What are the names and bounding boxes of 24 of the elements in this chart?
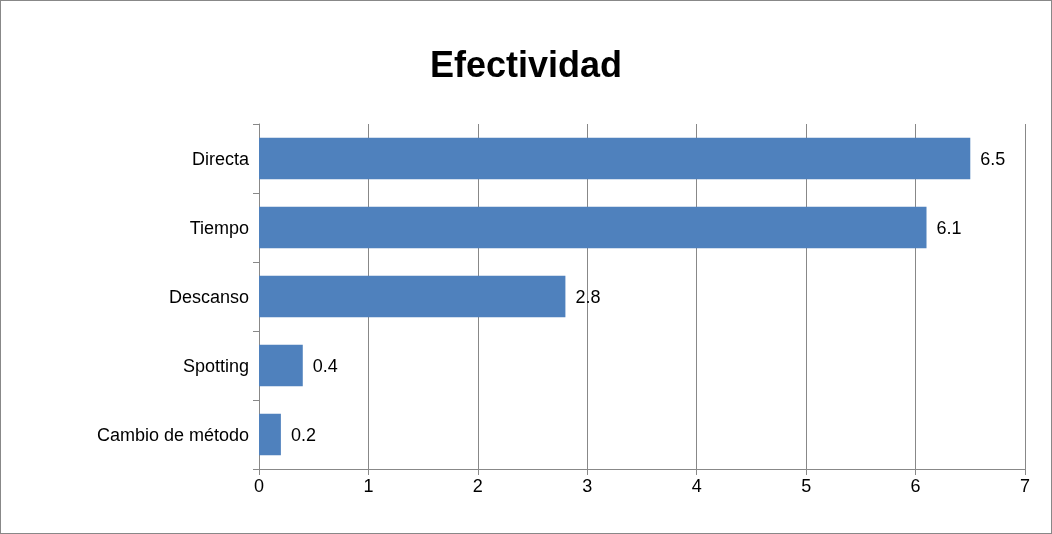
x-tick-label: 4 bbox=[691, 476, 702, 496]
y-tick-label: Descanso bbox=[168, 286, 249, 307]
data-label: 6.1 bbox=[936, 217, 962, 238]
x-tick-label: 3 bbox=[582, 476, 593, 496]
bar bbox=[259, 275, 566, 318]
x-tick-label: 1 bbox=[363, 476, 374, 496]
x-tick-label: 5 bbox=[801, 476, 812, 496]
data-label: 6.5 bbox=[980, 148, 1006, 169]
bar bbox=[259, 137, 971, 180]
y-tick-label: Directa bbox=[191, 148, 250, 169]
x-tick-label: 0 bbox=[253, 476, 265, 496]
x-tick-label: 2 bbox=[472, 476, 483, 496]
y-tick-label: Cambio de método bbox=[96, 424, 249, 445]
bar bbox=[259, 344, 303, 387]
data-label: 2.8 bbox=[575, 286, 601, 307]
bar bbox=[259, 206, 927, 249]
bar bbox=[259, 413, 281, 456]
chart-title: Efectividad bbox=[429, 43, 623, 85]
y-tick-label: Spotting bbox=[182, 355, 249, 376]
y-tick-label: Tiempo bbox=[189, 217, 249, 238]
x-tick-label: 6 bbox=[910, 476, 921, 496]
data-label: 0.2 bbox=[290, 424, 316, 445]
data-label: 0.4 bbox=[312, 355, 338, 376]
x-tick-label: 7 bbox=[1019, 476, 1031, 496]
